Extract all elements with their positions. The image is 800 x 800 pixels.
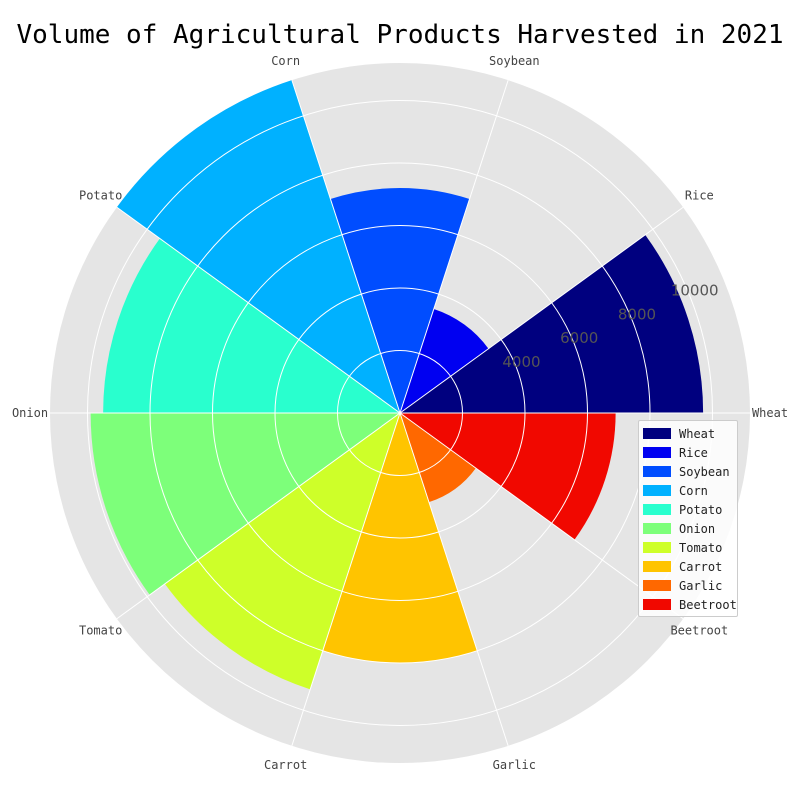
- legend-swatch: [643, 447, 671, 458]
- legend-item: Soybean: [639, 462, 737, 481]
- legend-swatch: [643, 428, 671, 439]
- bar-corn: [116, 80, 400, 413]
- legend-label: Garlic: [679, 578, 723, 593]
- category-label: Beetroot: [670, 623, 728, 637]
- grid-spoke: [116, 206, 401, 414]
- category-label: Corn: [271, 54, 300, 68]
- legend-item: Corn: [639, 481, 737, 500]
- legend-label: Soybean: [679, 464, 730, 479]
- radial-tick-label: 4000: [502, 353, 540, 371]
- legend-item: Carrot: [639, 557, 737, 576]
- radial-tick-label: 6000: [560, 329, 598, 347]
- bar-onion: [90, 413, 400, 595]
- legend-swatch: [643, 504, 671, 515]
- category-label: Onion: [12, 406, 48, 420]
- legend-item: Tomato: [639, 538, 737, 557]
- bar-soybean: [330, 188, 470, 413]
- legend-swatch: [643, 599, 671, 610]
- grid-spoke: [399, 412, 509, 747]
- grid-spoke: [291, 412, 401, 747]
- legend-swatch: [643, 485, 671, 496]
- legend-item: Garlic: [639, 576, 737, 595]
- category-label: Wheat: [752, 406, 788, 420]
- category-label: Rice: [685, 189, 714, 203]
- radial-tick-label: 8000: [618, 305, 656, 323]
- grid-spoke: [399, 79, 509, 414]
- category-label: Potato: [79, 189, 122, 203]
- legend-label: Wheat: [679, 426, 716, 441]
- grid-spoke: [291, 79, 401, 414]
- legend-swatch: [643, 580, 671, 591]
- legend-item: Onion: [639, 519, 737, 538]
- legend-swatch: [643, 466, 671, 477]
- legend-swatch: [643, 542, 671, 553]
- radial-tick-label: 10000: [671, 281, 719, 299]
- chart-legend: Wheat Rice Soybean Corn Potato Onion Tomato Car…: [638, 420, 738, 617]
- bar-rice: [400, 308, 489, 413]
- category-label: Carrot: [264, 758, 307, 772]
- legend-item: Beetroot: [639, 595, 737, 614]
- legend-label: Beetroot: [679, 597, 737, 612]
- legend-label: Carrot: [679, 559, 723, 574]
- legend-item: Wheat: [639, 424, 737, 443]
- category-label: Soybean: [489, 54, 540, 68]
- bar-tomato: [164, 413, 400, 690]
- bar-garlic: [400, 413, 476, 503]
- legend-label: Tomato: [679, 540, 723, 555]
- legend-item: Rice: [639, 443, 737, 462]
- legend-label: Rice: [679, 445, 708, 460]
- legend-label: Potato: [679, 502, 723, 517]
- legend-swatch: [643, 561, 671, 572]
- legend-label: Corn: [679, 483, 708, 498]
- legend-swatch: [643, 523, 671, 534]
- chart-title: Volume of Agricultural Products Harveste…: [16, 20, 784, 50]
- grid-spoke: [399, 206, 684, 414]
- category-label: Tomato: [79, 623, 122, 637]
- bar-wheat: [400, 234, 704, 413]
- legend-item: Potato: [639, 500, 737, 519]
- category-label: Garlic: [493, 758, 536, 772]
- bar-potato: [103, 238, 400, 413]
- legend-label: Onion: [679, 521, 716, 536]
- grid-spoke: [399, 412, 684, 620]
- grid-spoke: [116, 412, 401, 620]
